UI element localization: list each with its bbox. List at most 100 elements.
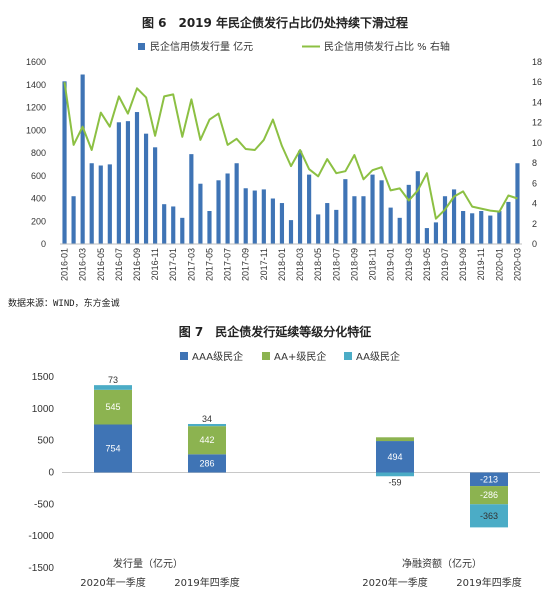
legend-label: AAA级民企 bbox=[192, 350, 243, 363]
bar-issuance bbox=[479, 211, 484, 244]
x-tick-label: 2017-01 bbox=[168, 248, 178, 281]
x-tick-label: 2019-09 bbox=[458, 248, 468, 281]
x-tick-label: 2017-03 bbox=[186, 248, 196, 281]
data-label: 545 bbox=[105, 402, 120, 412]
bar-issuance bbox=[442, 196, 448, 244]
data-label: -286 bbox=[480, 490, 498, 500]
x-tick-label: 2017-05 bbox=[204, 248, 214, 281]
y-tick-label: 1000 bbox=[32, 404, 55, 415]
x-category-label: 2020年一季度 bbox=[362, 576, 427, 589]
y-right-tick-label: 16 bbox=[532, 77, 542, 87]
bar-issuance bbox=[243, 188, 248, 244]
x-category-label: 2019年四季度 bbox=[456, 576, 521, 589]
data-label: 442 bbox=[199, 435, 214, 445]
stacked-bar-segment bbox=[376, 437, 414, 442]
legend-swatch bbox=[344, 352, 352, 360]
bar-issuance bbox=[397, 217, 402, 244]
x-tick-label: 2016-05 bbox=[96, 248, 106, 281]
y-left-tick-label: 0 bbox=[41, 239, 46, 249]
y-right-tick-label: 12 bbox=[532, 118, 542, 128]
stacked-bar-segment bbox=[94, 385, 132, 390]
bar-issuance bbox=[171, 206, 176, 244]
bar-issuance bbox=[116, 122, 121, 244]
bar-issuance bbox=[352, 196, 357, 244]
y-tick-label: 0 bbox=[48, 468, 54, 479]
data-label: 73 bbox=[108, 375, 118, 385]
y-left-tick-label: 800 bbox=[31, 148, 46, 158]
bar-issuance bbox=[406, 184, 411, 244]
stacked-bar-segment bbox=[376, 441, 414, 473]
bar-issuance bbox=[153, 147, 158, 244]
bar-issuance bbox=[270, 198, 275, 244]
stacked-bar-segment bbox=[188, 426, 226, 455]
x-tick-label: 2019-03 bbox=[404, 248, 414, 281]
bar-issuance bbox=[470, 213, 475, 244]
group-label: 发行量（亿元） bbox=[113, 557, 183, 570]
data-label: 286 bbox=[199, 458, 214, 468]
x-tick-label: 2016-03 bbox=[78, 248, 88, 281]
x-tick-label: 2019-05 bbox=[422, 248, 432, 281]
data-label: -213 bbox=[480, 474, 498, 484]
bar-issuance bbox=[297, 150, 303, 244]
x-tick-label: 2020-01 bbox=[494, 248, 504, 281]
data-label: -59 bbox=[388, 477, 401, 487]
y-tick-label: -500 bbox=[34, 499, 54, 510]
data-label: 754 bbox=[105, 443, 120, 453]
y-left-tick-label: 1000 bbox=[26, 125, 46, 135]
y-right-tick-label: 6 bbox=[532, 178, 537, 188]
bar-issuance bbox=[288, 220, 294, 244]
y-right-tick-label: 4 bbox=[532, 199, 537, 209]
bar-issuance bbox=[497, 211, 502, 244]
bar-issuance bbox=[207, 211, 212, 244]
legend-bar-label: 民企信用债发行量 亿元 bbox=[150, 40, 253, 53]
stacked-bar-segment bbox=[94, 424, 132, 473]
data-label: 494 bbox=[387, 452, 402, 462]
stacked-bar-segment bbox=[188, 454, 226, 473]
bar-issuance bbox=[80, 74, 85, 244]
x-tick-label: 2017-11 bbox=[259, 248, 269, 280]
y-tick-label: -1000 bbox=[28, 531, 54, 542]
bar-issuance bbox=[180, 217, 185, 244]
y-left-tick-label: 1600 bbox=[26, 57, 46, 67]
bar-issuance bbox=[125, 121, 131, 244]
bar-issuance bbox=[343, 179, 348, 244]
figure7-title: 图 7 民企债发行延续等级分化特征 bbox=[178, 325, 372, 339]
data-label: 59 bbox=[390, 427, 400, 437]
x-tick-label: 2016-09 bbox=[132, 248, 142, 281]
bar-issuance bbox=[252, 190, 257, 244]
stacked-bar-segment bbox=[376, 472, 414, 477]
bar-issuance bbox=[279, 203, 285, 244]
bar-issuance bbox=[506, 201, 511, 244]
y-left-tick-label: 200 bbox=[31, 216, 46, 226]
x-tick-label: 2016-07 bbox=[114, 248, 124, 281]
y-tick-label: -1500 bbox=[28, 563, 54, 574]
bar-issuance bbox=[225, 173, 230, 244]
y-left-tick-label: 1200 bbox=[26, 103, 46, 113]
bar-issuance bbox=[198, 183, 203, 244]
data-label: 34 bbox=[202, 414, 212, 424]
bar-issuance bbox=[216, 180, 221, 244]
bar-issuance bbox=[98, 165, 103, 244]
bar-issuance bbox=[325, 203, 330, 244]
legend-label: AA+级民企 bbox=[274, 350, 326, 363]
y-left-tick-label: 1400 bbox=[26, 80, 46, 90]
bar-issuance bbox=[488, 215, 493, 244]
figure6-title: 图 6 2019 年民企债发行占比仍处持续下滑过程 bbox=[141, 16, 409, 30]
bar-issuance bbox=[62, 81, 67, 245]
bar-issuance bbox=[89, 163, 94, 244]
y-left-tick-label: 400 bbox=[31, 194, 46, 204]
legend-line-label: 民企信用债发行占比 % 右轴 bbox=[324, 40, 450, 53]
bar-issuance bbox=[334, 209, 339, 244]
stacked-bar-segment bbox=[470, 504, 508, 528]
bar-issuance bbox=[134, 112, 140, 244]
legend-swatch bbox=[262, 352, 270, 360]
y-tick-label: 500 bbox=[37, 436, 54, 447]
line-share bbox=[63, 82, 518, 220]
bar-issuance bbox=[261, 189, 266, 244]
bar-issuance bbox=[433, 222, 439, 244]
bar-issuance bbox=[388, 207, 393, 244]
legend-label: AA级民企 bbox=[356, 350, 400, 363]
y-right-tick-label: 18 bbox=[532, 57, 542, 67]
